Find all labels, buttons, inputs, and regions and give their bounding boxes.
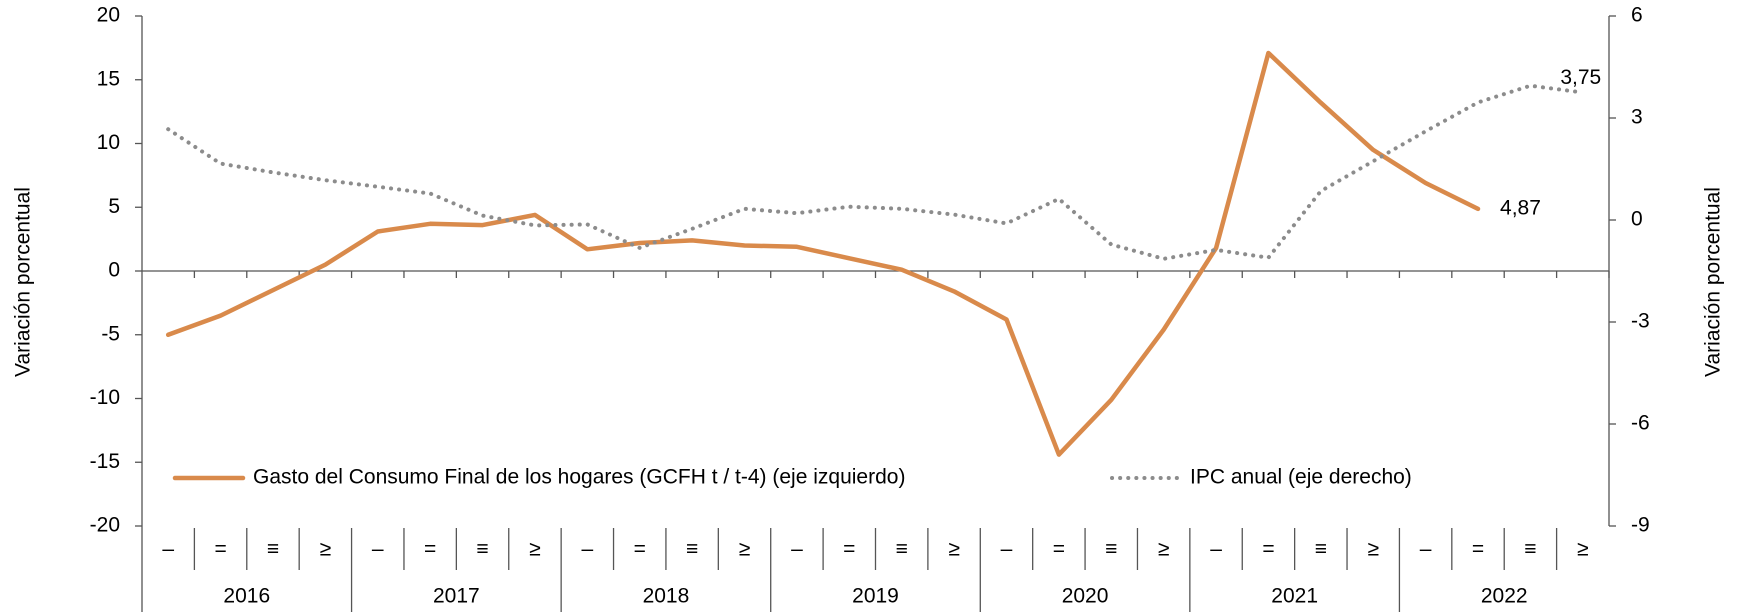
y2-tick-label: 3	[1631, 106, 1643, 129]
y2-tick-label: 0	[1631, 208, 1643, 231]
y-tick-label: -15	[90, 450, 120, 473]
y-tick-label: 10	[97, 131, 120, 154]
y-tick-label: 5	[108, 195, 120, 218]
x-tick-label: =	[424, 538, 436, 561]
line-series	[166, 83, 1585, 261]
x-tick-label: ≡	[686, 538, 698, 561]
group-label: 2018	[643, 585, 690, 608]
group-label: 2021	[1271, 585, 1318, 608]
x-tick-label: =	[843, 538, 855, 561]
x-tick-label: ≥	[1577, 538, 1589, 561]
group-label: 2017	[433, 585, 480, 608]
x-tick-label: ≥	[320, 538, 332, 561]
y-tick-label: -10	[90, 386, 120, 409]
x-tick-label: ≥	[1367, 538, 1379, 561]
group-label: 2020	[1062, 585, 1109, 608]
x-tick-label: =	[1053, 538, 1065, 561]
group-label: 2016	[223, 585, 270, 608]
y-tick-label: -5	[101, 322, 120, 345]
y-tick-label: 0	[108, 259, 120, 282]
legend-label: Gasto del Consumo Final de los hogares (…	[253, 466, 905, 489]
x-tick-label: ≡	[1105, 538, 1117, 561]
x-tick-label: ≡	[267, 538, 279, 561]
x-tick-label: –	[1420, 538, 1432, 561]
x-tick-label: ≡	[896, 538, 908, 561]
group-label: 2022	[1481, 585, 1528, 608]
x-tick-label: ≡	[1524, 538, 1536, 561]
line-series	[165, 50, 1481, 457]
y2-tick-label: -6	[1631, 412, 1650, 435]
y-tick-label: 20	[97, 4, 120, 27]
group-label: 2019	[852, 585, 899, 608]
data-label: 4,87	[1500, 196, 1541, 219]
x-tick-label: =	[214, 538, 226, 561]
y-axis-label: Variación porcentual	[12, 187, 35, 377]
y2-tick-label: -3	[1631, 310, 1650, 333]
x-tick-label: –	[162, 538, 174, 561]
y2-axis-label: Variación porcentual	[1702, 187, 1725, 377]
data-label: 3,75	[1560, 66, 1601, 89]
y2-tick-label: 6	[1631, 4, 1643, 27]
y-tick-label: -20	[90, 514, 120, 537]
x-tick-label: –	[791, 538, 803, 561]
x-tick-label: ≥	[1158, 538, 1170, 561]
x-tick-label: ≥	[948, 538, 960, 561]
x-tick-label: –	[581, 538, 593, 561]
x-tick-label: ≡	[476, 538, 488, 561]
legend-label: IPC anual (eje derecho)	[1190, 466, 1412, 489]
x-tick-label: –	[1001, 538, 1013, 561]
x-tick-label: =	[1262, 538, 1274, 561]
x-tick-label: =	[1472, 538, 1484, 561]
x-tick-label: –	[1210, 538, 1222, 561]
x-tick-label: =	[634, 538, 646, 561]
y2-tick-label: -9	[1631, 514, 1650, 537]
y-tick-label: 15	[97, 67, 120, 90]
x-tick-label: ≥	[529, 538, 541, 561]
x-tick-label: ≡	[1315, 538, 1327, 561]
x-tick-label: –	[372, 538, 384, 561]
x-tick-label: ≥	[739, 538, 751, 561]
